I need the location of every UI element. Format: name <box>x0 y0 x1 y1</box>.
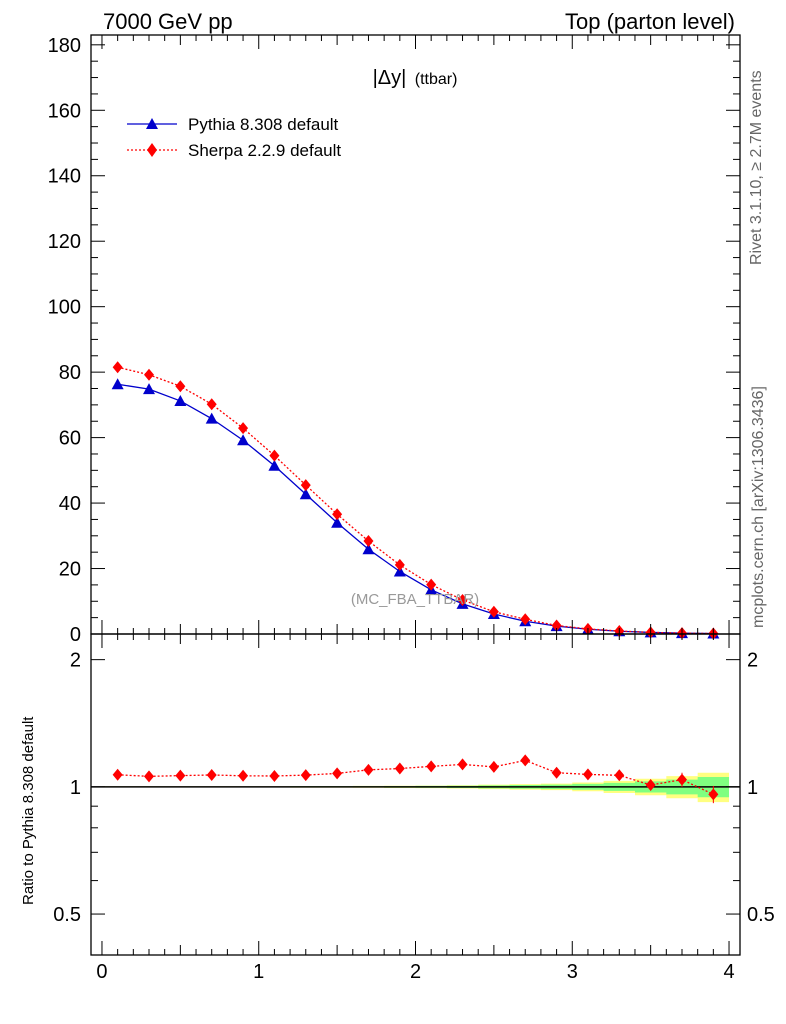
ratio-series-layer <box>91 754 740 804</box>
main-series-layer <box>111 361 720 640</box>
x-tick-label: 1 <box>253 961 264 983</box>
ratio-sherpa-point <box>144 770 155 783</box>
sherpa-point <box>551 619 562 632</box>
sherpa-point <box>488 605 499 618</box>
ratio-y-tick-label-right: 1 <box>747 777 758 799</box>
main-y-tick-label: 140 <box>48 166 81 188</box>
main-y-tick-label: 120 <box>48 231 81 253</box>
ratio-sherpa-point <box>488 760 499 773</box>
pythia-point <box>299 488 312 500</box>
main-y-tick-label: 40 <box>59 493 81 515</box>
sherpa-point <box>206 398 217 411</box>
sherpa-point <box>426 578 437 591</box>
sherpa-point <box>520 613 531 626</box>
sherpa-point <box>238 422 249 435</box>
legend: Pythia 8.308 default Sherpa 2.2.9 defaul… <box>127 115 341 160</box>
ratio-y-tick-label: 2 <box>70 650 81 672</box>
header-left: 7000 GeV pp <box>103 9 233 34</box>
ratio-ticks: 0 1 2 3 4 0.5 0.5 1 1 2 2 <box>53 634 775 983</box>
x-tick-label: 2 <box>410 961 421 983</box>
main-ticks: 0 20 40 60 80 100 120 140 160 180 <box>48 35 740 646</box>
ratio-sherpa-point <box>394 762 405 775</box>
legend-sherpa-marker <box>147 143 157 157</box>
pythia-point <box>331 516 344 528</box>
x-tick-label: 3 <box>567 961 578 983</box>
ratio-y-tick-label-right: 2 <box>747 650 758 672</box>
ratio-sherpa-point <box>112 768 123 781</box>
pythia-point <box>362 543 375 555</box>
ratio-sherpa-curve <box>117 759 714 795</box>
sherpa-point <box>332 508 343 521</box>
x-tick-label: 4 <box>723 961 734 983</box>
ratio-sherpa-point <box>300 769 311 782</box>
legend-sherpa-label: Sherpa 2.2.9 default <box>188 141 341 160</box>
pythia-point <box>143 383 156 395</box>
sherpa-point <box>300 479 311 492</box>
sherpa-point <box>363 535 374 548</box>
observable-title: |Δy| (ttbar) <box>373 67 458 89</box>
pythia-point <box>237 434 250 446</box>
mcplots-label: mcplots.cern.ch [arXiv:1306.3436] <box>750 386 767 628</box>
ratio-sherpa-point <box>582 768 593 781</box>
ratio-axis-label: Ratio to Pythia 8.308 default <box>20 716 37 905</box>
ratio-sherpa-point <box>332 767 343 780</box>
sherpa-point <box>394 558 405 571</box>
ratio-sherpa-point <box>426 760 437 773</box>
x-tick-label: 0 <box>96 961 107 983</box>
ratio-sherpa-point <box>457 758 468 771</box>
legend-pythia-label: Pythia 8.308 default <box>188 115 339 134</box>
main-y-tick-label: 80 <box>59 362 81 384</box>
observable-symbol: |Δy| <box>373 67 407 89</box>
main-y-tick-label: 180 <box>48 35 81 57</box>
pythia-point <box>393 565 406 577</box>
ratio-sherpa-point <box>238 769 249 782</box>
ratio-sherpa-point <box>206 768 217 781</box>
main-y-tick-label: 160 <box>48 100 81 122</box>
ratio-sherpa-point <box>645 779 656 792</box>
ratio-y-tick-label: 0.5 <box>53 904 81 926</box>
sherpa-point <box>144 368 155 381</box>
main-y-tick-label: 20 <box>59 559 81 581</box>
sherpa-point <box>175 380 186 393</box>
pythia-point <box>174 394 187 406</box>
legend-item-pythia: Pythia 8.308 default <box>127 115 339 134</box>
pythia-point <box>111 378 124 390</box>
ratio-sherpa-point <box>708 788 719 801</box>
sherpa-point <box>112 361 123 374</box>
header-right: Top (parton level) <box>565 9 735 34</box>
ratio-sherpa-point <box>551 766 562 779</box>
ratio-sherpa-point <box>363 763 374 776</box>
ratio-sherpa-point <box>676 773 687 786</box>
pythia-point <box>205 412 218 424</box>
pythia-point <box>268 459 281 471</box>
ratio-sherpa-point <box>175 769 186 782</box>
main-y-tick-label: 60 <box>59 428 81 450</box>
main-y-tick-label: 0 <box>70 624 81 646</box>
observable-subscript: (ttbar) <box>415 71 458 88</box>
sherpa-point <box>269 449 280 462</box>
ratio-sherpa-point <box>269 769 280 782</box>
ratio-sherpa-point <box>520 754 531 767</box>
legend-pythia-marker <box>146 118 158 129</box>
ratio-y-tick-label: 1 <box>70 777 81 799</box>
rivet-label: Rivet 3.1.10, ≥ 2.7M events <box>748 70 765 265</box>
legend-item-sherpa: Sherpa 2.2.9 default <box>127 141 341 160</box>
ratio-sherpa-point <box>614 769 625 782</box>
sherpa-curve <box>117 366 714 635</box>
analysis-watermark: (MC_FBA_TTBAR) <box>351 591 479 608</box>
sherpa-point <box>457 593 468 606</box>
ratio-y-tick-label-right: 0.5 <box>747 904 775 926</box>
main-y-tick-label: 100 <box>48 297 81 319</box>
